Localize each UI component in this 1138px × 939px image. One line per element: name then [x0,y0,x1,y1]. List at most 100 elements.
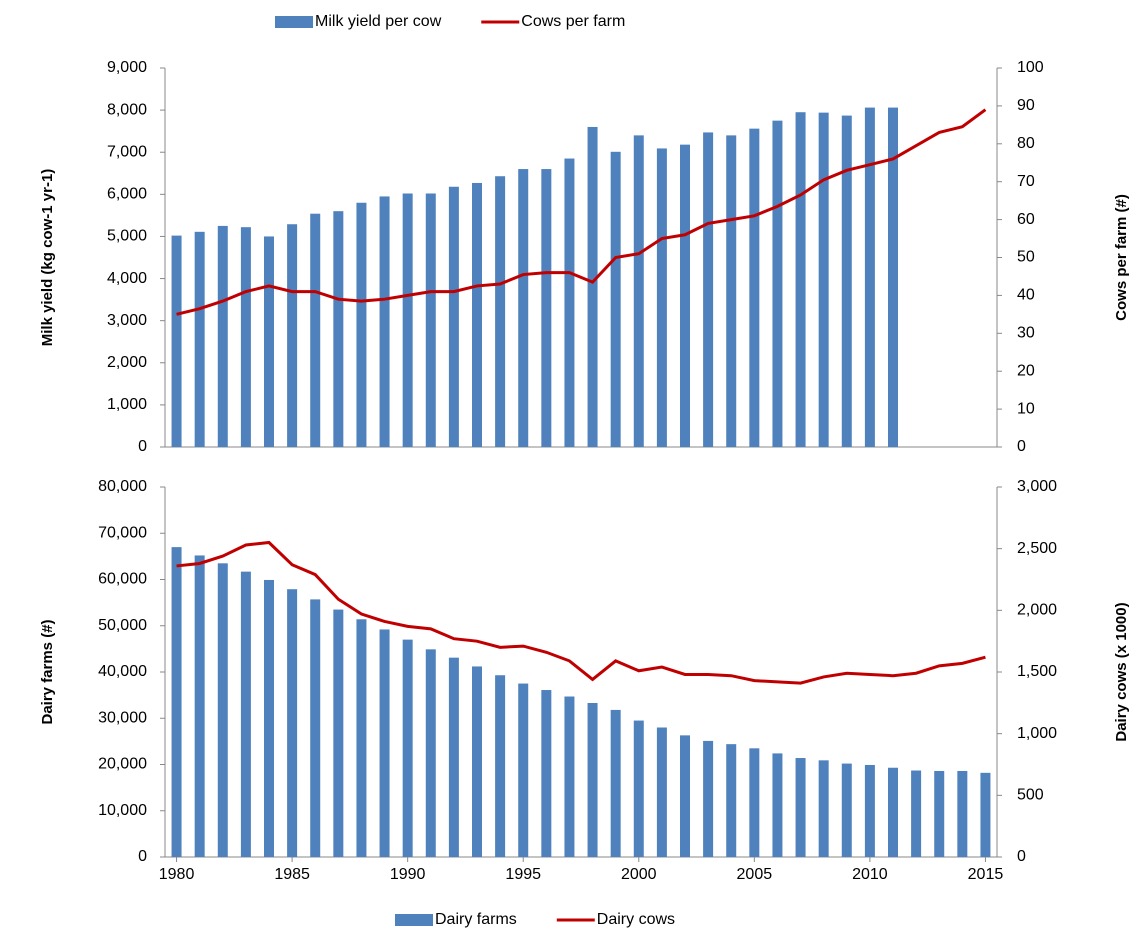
y2-tick-label: 10 [1017,400,1035,417]
bar [448,186,459,447]
bar [356,619,367,857]
y-axis-title: Dairy farms (#) [39,619,56,724]
bar [518,169,529,448]
bar [564,158,575,448]
bar [518,683,529,857]
y2-axis-title: Dairy cows (x 1000) [1113,602,1130,741]
y-tick-label: 20,000 [98,756,147,773]
legend-swatch [275,16,313,28]
bar [864,107,875,447]
legend-label: Dairy cows [597,911,675,928]
bar [194,555,205,857]
bar [680,144,690,448]
bar [795,758,806,857]
bar [934,770,945,857]
bar [310,213,321,447]
bar [749,748,760,857]
bar [911,770,922,857]
y-tick-label: 8,000 [107,101,147,118]
bar [264,236,274,447]
bar [680,735,690,857]
y-tick-label: 50,000 [98,617,147,634]
bar [495,675,506,857]
bar [402,193,413,447]
y-tick-label: 9,000 [107,59,147,76]
bar [287,224,298,447]
y-tick-label: 6,000 [107,186,147,203]
bar [888,767,898,857]
y2-tick-label: 1,500 [1017,663,1057,680]
bar [772,753,783,857]
bar [171,235,182,447]
bar [795,112,806,447]
y-tick-label: 0 [138,848,147,865]
bar [633,720,644,857]
bar [564,696,575,857]
legend-label: Dairy farms [435,911,517,928]
y-tick-label: 40,000 [98,663,147,680]
y2-tick-label: 80 [1017,135,1035,152]
x-tick-label: 1980 [159,866,195,883]
bar [541,690,552,857]
x-tick-label: 1990 [390,866,426,883]
bar [726,135,737,447]
y2-tick-label: 20 [1017,362,1035,379]
y2-tick-label: 90 [1017,97,1035,114]
y-tick-label: 3,000 [107,312,147,329]
y-tick-label: 30,000 [98,709,147,726]
bar [402,639,413,857]
y-tick-label: 10,000 [98,802,147,819]
y-tick-label: 5,000 [107,228,147,245]
line [176,540,986,685]
bar [310,599,321,857]
bar [749,128,760,447]
y2-tick-label: 2,500 [1017,540,1057,557]
bar [610,151,621,447]
y2-axis-title: Cows per farm (#) [1113,194,1130,321]
bar [333,211,344,447]
y-tick-label: 2,000 [107,354,147,371]
bar [356,202,367,447]
y-tick-label: 0 [138,438,147,455]
y2-tick-label: 100 [1017,59,1044,76]
bar [333,609,344,857]
y2-tick-label: 70 [1017,173,1035,190]
y2-tick-label: 0 [1017,848,1026,865]
bar [610,709,621,857]
y-tick-label: 80,000 [98,478,147,495]
x-tick-label: 2010 [852,866,888,883]
y2-tick-label: 1,000 [1017,725,1057,742]
bar [703,132,714,447]
x-tick-label: 2000 [621,866,657,883]
bar [240,227,251,447]
bar [864,764,875,857]
bar [472,666,482,857]
bar [194,231,205,447]
bar [448,657,459,857]
bar [587,702,598,857]
y2-tick-label: 40 [1017,287,1035,304]
legend-label: Milk yield per cow [315,13,442,30]
y2-tick-label: 500 [1017,787,1044,804]
bar [726,744,737,857]
bar [980,772,991,857]
bar [541,169,552,448]
y-tick-label: 70,000 [98,524,147,541]
bar [818,760,829,857]
y-tick-label: 4,000 [107,270,147,287]
bar [656,148,667,447]
bar [379,629,390,857]
y-tick-label: 1,000 [107,396,147,413]
bar [425,193,436,447]
x-tick-label: 2005 [737,866,773,883]
bar [957,770,968,857]
x-tick-label: 2015 [968,866,1004,883]
bar [633,135,644,447]
bar [888,107,898,447]
bar [287,589,298,857]
bar [587,126,598,447]
bar [240,571,251,857]
bar [217,225,228,447]
y2-tick-label: 3,000 [1017,478,1057,495]
